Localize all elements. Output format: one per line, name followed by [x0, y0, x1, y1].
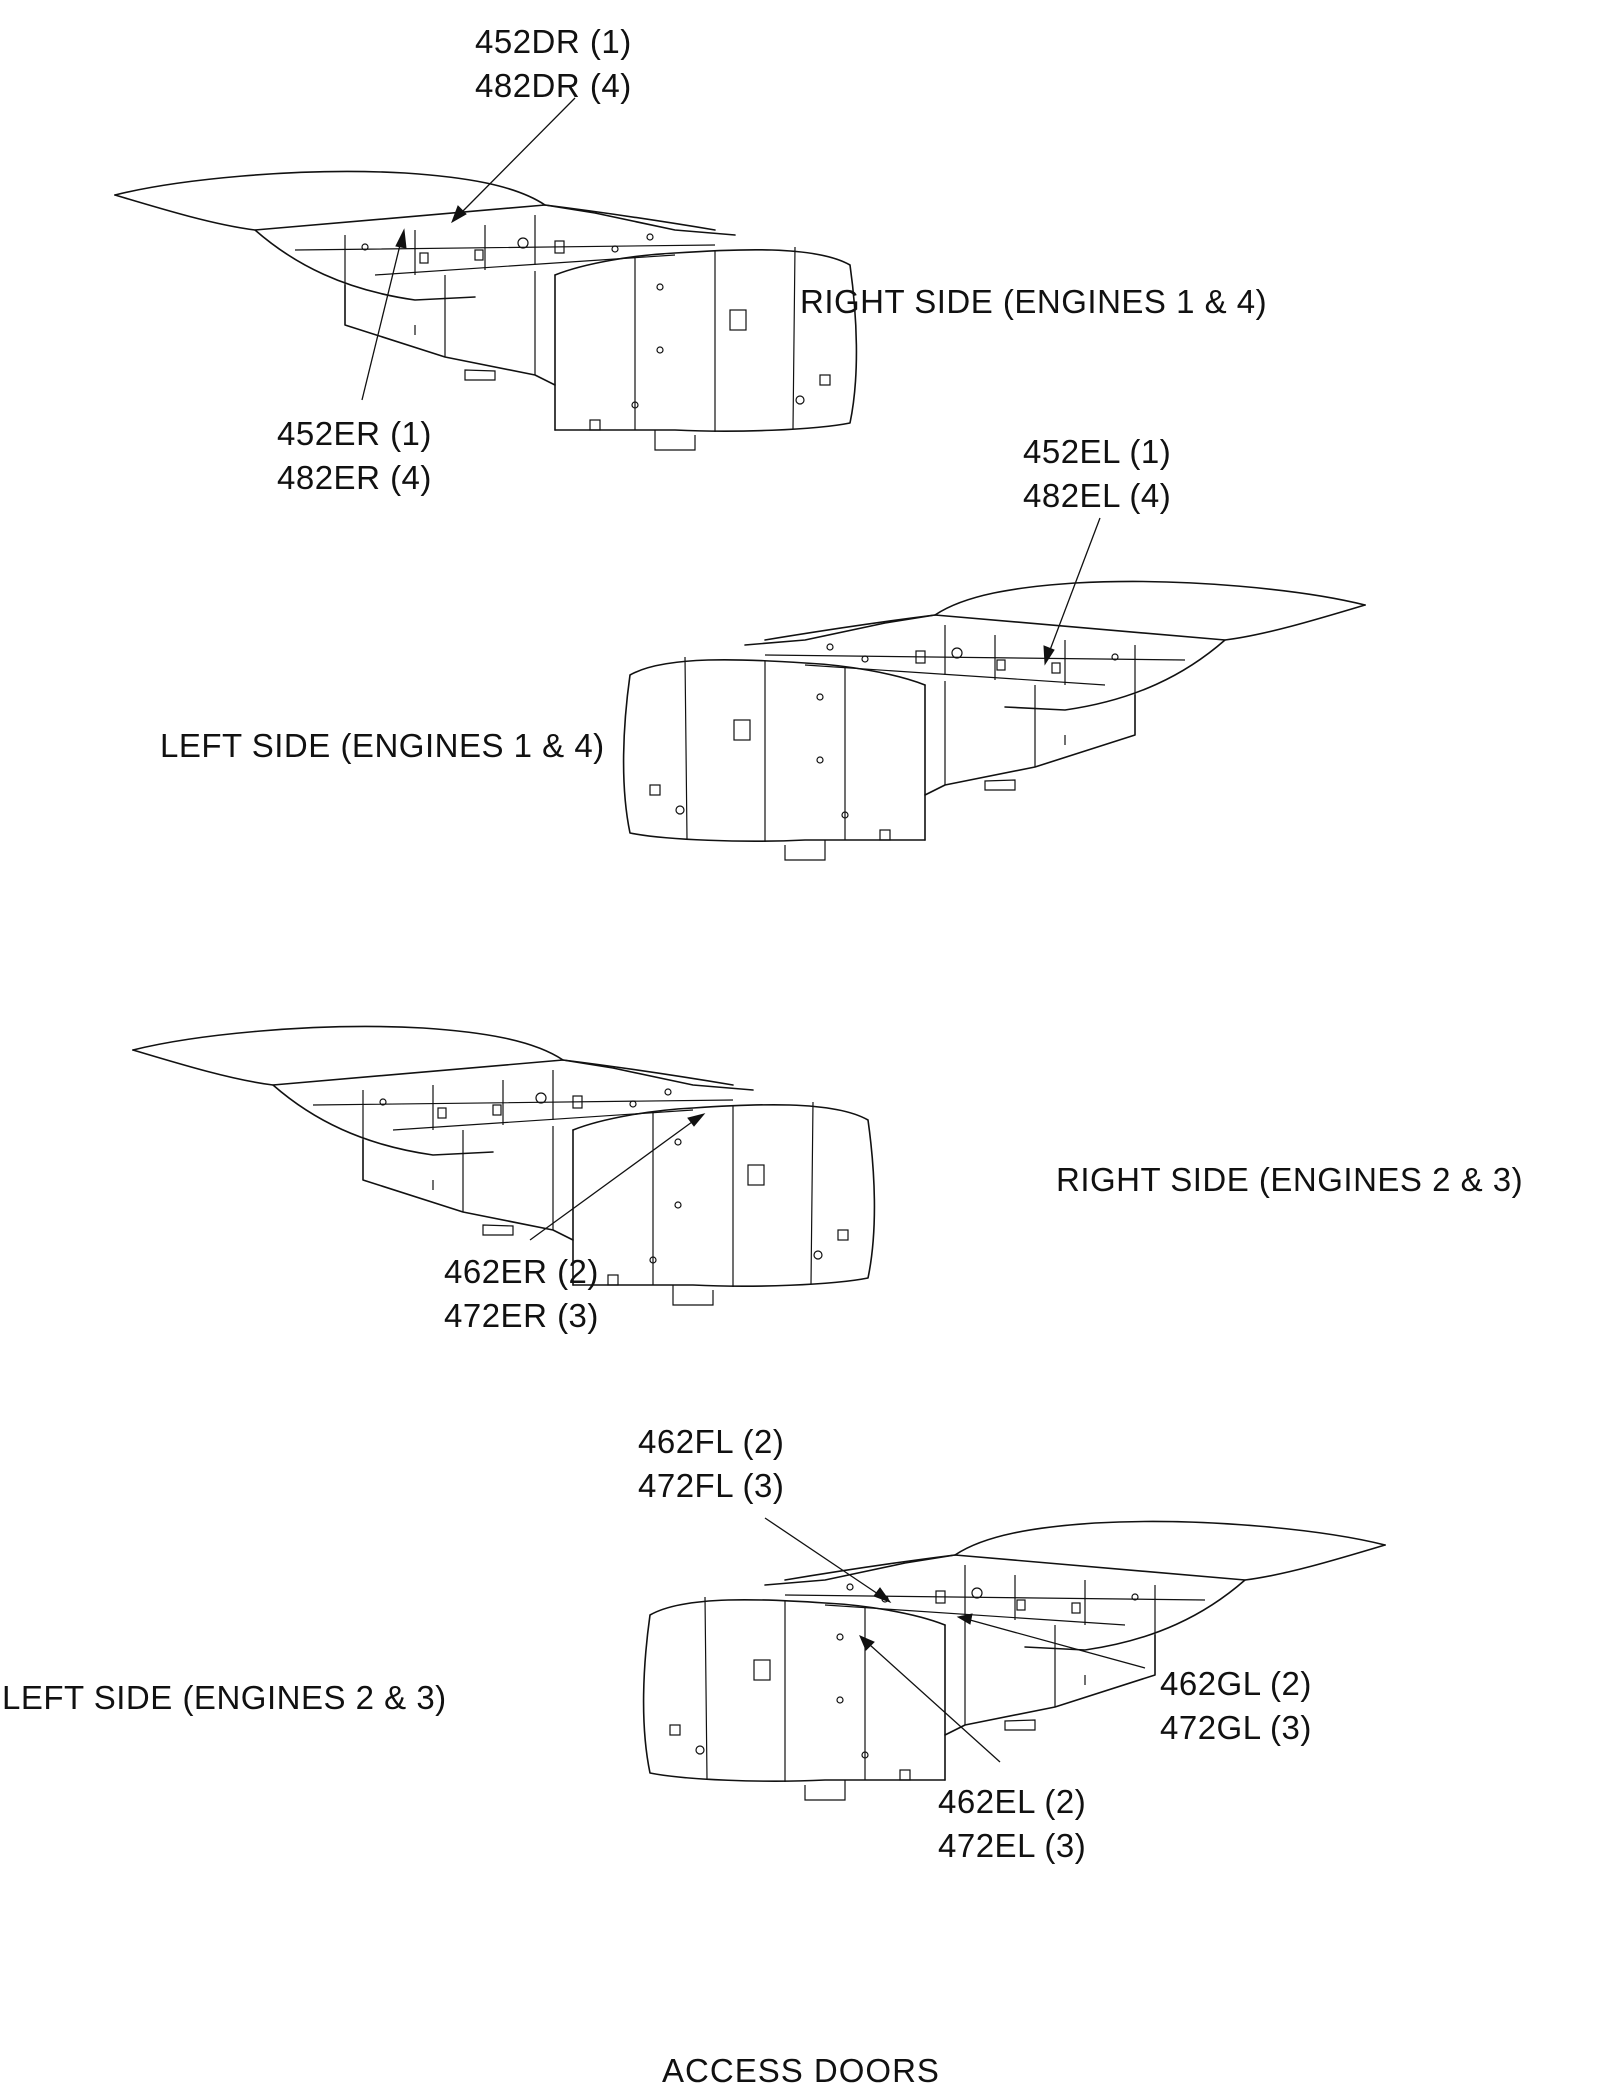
callout-line: 472ER (3)	[444, 1297, 599, 1334]
callout-line: 452DR (1)	[475, 23, 632, 60]
callout-line: 482ER (4)	[277, 459, 432, 496]
callout-line: 482EL (4)	[1023, 477, 1172, 514]
figure-title: ACCESS DOORS	[662, 2052, 940, 2089]
callout-line: 462EL (2)	[938, 1783, 1087, 1820]
side-label-left-engines-2-3: LEFT SIDE (ENGINES 2 & 3)	[2, 1679, 447, 1716]
callout-line: 452ER (1)	[277, 415, 432, 452]
callout-462er-472er: 462ER (2) 472ER (3)	[444, 1250, 599, 1338]
callout-line: 482DR (4)	[475, 67, 632, 104]
callout-462el-472el: 462EL (2) 472EL (3)	[938, 1780, 1086, 1868]
callout-line: 472FL (3)	[638, 1467, 785, 1504]
side-label-right-engines-2-3: RIGHT SIDE (ENGINES 2 & 3)	[1056, 1161, 1524, 1198]
callout-line: 462GL (2)	[1160, 1665, 1312, 1702]
callout-452el-482el: 452EL (1) 482EL (4)	[1023, 430, 1171, 518]
side-label-right-engines-1-4: RIGHT SIDE (ENGINES 1 & 4)	[800, 283, 1268, 320]
callout-462gl-472gl: 462GL (2) 472GL (3)	[1160, 1662, 1312, 1750]
callout-line: 472GL (3)	[1160, 1709, 1312, 1746]
callout-452er-482er: 452ER (1) 482ER (4)	[277, 412, 432, 500]
nacelle-view-left-engines-1-4	[622, 517, 1366, 861]
nacelle-view-right-engines-1-4	[114, 97, 858, 451]
side-label-left-engines-1-4: LEFT SIDE (ENGINES 1 & 4)	[160, 727, 605, 764]
callout-line: 472EL (3)	[938, 1827, 1087, 1864]
callout-line: 452EL (1)	[1023, 433, 1172, 470]
callout-462fl-472fl: 462FL (2) 472FL (3)	[638, 1420, 784, 1508]
callout-line: 462FL (2)	[638, 1423, 785, 1460]
callout-452dr-482dr: 452DR (1) 482DR (4)	[475, 20, 632, 108]
nacelle-view-right-engines-2-3	[132, 1025, 876, 1306]
nacelle-view-left-engines-2-3	[642, 1517, 1386, 1801]
callout-line: 462ER (2)	[444, 1253, 599, 1290]
